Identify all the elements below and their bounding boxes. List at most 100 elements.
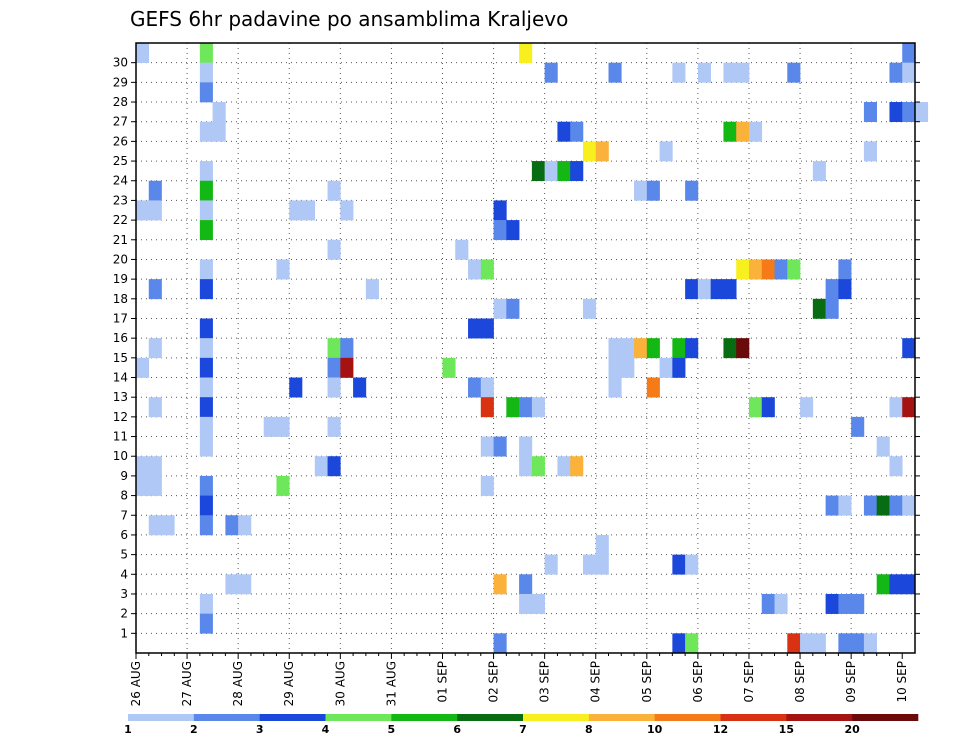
precip-cell	[327, 377, 341, 398]
x-tick-label: 01 SEP	[435, 661, 449, 703]
y-tick-label: 10	[113, 449, 128, 463]
precip-cell	[672, 338, 686, 359]
precip-cell	[685, 338, 699, 359]
precip-cell	[736, 62, 750, 83]
precip-cell	[289, 200, 303, 221]
precip-cell	[838, 593, 852, 614]
precip-cell	[225, 574, 239, 595]
precip-cell	[493, 220, 507, 241]
chart-title: GEFS 6hr padavine po ansamblima Kraljevo	[130, 7, 568, 31]
precip-cell	[493, 298, 507, 319]
precip-cell	[493, 200, 507, 221]
precip-cell	[621, 338, 635, 359]
precip-cell	[276, 475, 290, 496]
y-tick-label: 13	[113, 390, 128, 404]
y-tick-label: 26	[113, 134, 128, 148]
precip-cell	[672, 62, 686, 83]
precip-cell	[136, 43, 150, 63]
precip-cell	[327, 416, 341, 437]
y-tick-label: 18	[113, 292, 128, 306]
precip-cell	[519, 436, 533, 457]
precip-cells	[136, 43, 929, 654]
precip-cell	[199, 121, 213, 142]
x-tick-label: 28 AUG	[231, 661, 245, 706]
precip-cell	[519, 574, 533, 595]
precip-cell	[646, 377, 660, 398]
legend-label: 2	[190, 723, 198, 736]
precip-cell	[148, 180, 162, 201]
y-tick-label: 3	[120, 587, 128, 601]
legend-swatch	[786, 714, 853, 721]
precip-cell	[863, 495, 877, 516]
precip-cell	[557, 456, 571, 477]
precip-cell	[787, 62, 801, 83]
plot-frame	[135, 42, 916, 654]
precip-cell	[531, 397, 545, 418]
y-tick-label: 11	[113, 430, 128, 444]
precip-cell	[825, 593, 839, 614]
precip-cell	[876, 495, 890, 516]
precip-cell	[199, 279, 213, 300]
x-tick-label: 09 SEP	[844, 661, 858, 703]
precip-cell	[276, 416, 290, 437]
precip-cell	[851, 416, 865, 437]
precip-cell	[723, 279, 737, 300]
legend-swatch	[457, 714, 524, 721]
x-tick-label: 29 AUG	[282, 661, 296, 706]
precip-cell	[506, 298, 520, 319]
precip-cell	[480, 397, 494, 418]
x-tick-label: 08 SEP	[793, 661, 807, 703]
precip-cell	[212, 102, 226, 123]
precip-cell	[825, 495, 839, 516]
precip-cell	[340, 357, 354, 378]
precip-cell	[493, 574, 507, 595]
precip-cell	[302, 200, 316, 221]
legend-label: 8	[585, 723, 593, 736]
precip-cell	[327, 239, 341, 260]
precip-cell	[876, 574, 890, 595]
precip-cell	[812, 298, 826, 319]
y-tick-label: 8	[120, 489, 128, 503]
grid	[136, 43, 915, 653]
legend: 1 2 3 4 5 6 7 8 10 12 15 20	[124, 714, 919, 736]
precip-cell	[544, 554, 558, 575]
precip-cell	[672, 633, 686, 654]
y-tick-label: 16	[113, 331, 128, 345]
precip-cell	[199, 397, 213, 418]
x-tick-label: 06 SEP	[691, 661, 705, 703]
legend-label: 3	[256, 723, 264, 736]
precip-cell	[889, 456, 903, 477]
precip-cell	[289, 377, 303, 398]
precip-cell	[608, 357, 622, 378]
precip-cell	[199, 200, 213, 221]
precip-cell	[148, 338, 162, 359]
precip-cell	[595, 141, 609, 162]
precip-cell	[531, 161, 545, 182]
precip-cell	[889, 62, 903, 83]
y-tick-label: 4	[120, 567, 128, 581]
precip-cell	[902, 102, 916, 123]
precip-cell	[889, 397, 903, 418]
precip-cell	[148, 515, 162, 536]
precip-cell	[199, 161, 213, 182]
x-tick-label: 03 SEP	[538, 661, 552, 703]
precip-cell	[723, 338, 737, 359]
precip-cell	[634, 180, 648, 201]
y-tick-label: 28	[113, 95, 128, 109]
precip-cell	[480, 377, 494, 398]
legend-swatch	[193, 714, 260, 721]
precip-cell	[608, 338, 622, 359]
precip-cell	[902, 397, 916, 418]
precip-cell	[263, 416, 277, 437]
precip-cell	[608, 62, 622, 83]
precip-cell	[876, 436, 890, 457]
y-axis: 1234567891011121314151617181920212223242…	[113, 56, 920, 640]
precip-cell	[570, 456, 584, 477]
precip-cell	[212, 121, 226, 142]
precip-cell	[582, 554, 597, 575]
precip-cell	[480, 318, 494, 339]
x-tick-label: 04 SEP	[589, 661, 603, 703]
precip-cell	[812, 633, 826, 654]
precip-cell	[327, 180, 341, 201]
precip-cell	[557, 121, 571, 142]
